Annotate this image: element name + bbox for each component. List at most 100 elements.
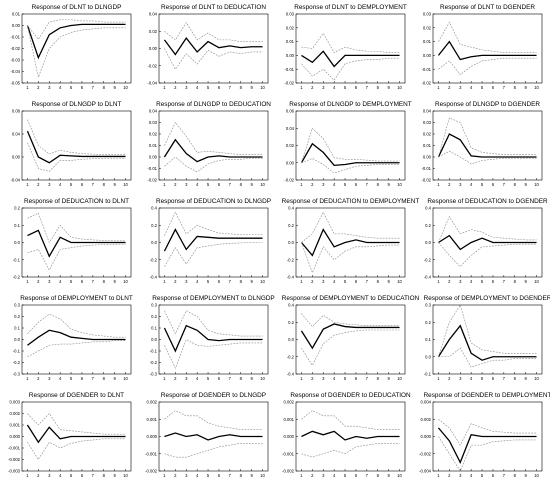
y-tick-label: -0.004	[419, 469, 432, 474]
plot-frame	[158, 207, 269, 278]
x-tick-label: 2	[448, 473, 451, 478]
y-tick-label: 0.0	[288, 240, 294, 245]
y-tick-label: 0.002	[10, 411, 21, 416]
plot-frame	[432, 13, 543, 84]
upper-band-line	[301, 410, 400, 430]
x-tick-label: 9	[113, 473, 116, 478]
x-tick-label: 1	[437, 376, 440, 381]
y-tick-label: -0.05	[10, 81, 20, 86]
y-tick-label: 0.01	[12, 12, 21, 17]
y-tick-label: -0.002	[419, 451, 432, 456]
x-tick-label: 7	[92, 85, 95, 90]
x-tick-label: 8	[103, 279, 106, 284]
x-tick-label: 5	[344, 473, 347, 478]
upper-band-line	[27, 413, 126, 435]
x-tick-label: 10	[534, 182, 539, 187]
x-tick-label: 10	[123, 473, 128, 478]
x-tick-label: 8	[103, 473, 106, 478]
x-tick-label: 3	[48, 279, 51, 284]
response-line	[437, 427, 537, 464]
y-tick-label: -0.01	[10, 35, 20, 40]
y-tick-label: 0.0	[151, 337, 157, 342]
x-tick-label: 9	[113, 376, 116, 381]
x-tick-label: 8	[240, 376, 243, 381]
y-tick-label: 0.00	[12, 155, 21, 160]
response-line	[26, 23, 126, 60]
x-tick-label: 4	[196, 182, 199, 187]
upper-band-line	[164, 310, 263, 337]
y-tick-label: -0.03	[10, 58, 20, 63]
x-tick-label: 6	[492, 376, 495, 381]
y-tick-label: -0.04	[147, 81, 157, 86]
x-tick-label: 10	[260, 279, 265, 284]
x-tick-label: 9	[387, 182, 390, 187]
y-tick-label: -0.2	[13, 275, 21, 280]
x-tick-label: 2	[37, 182, 40, 187]
x-tick-label: 3	[459, 473, 462, 478]
y-tick-label: -0.01	[421, 166, 431, 171]
upper-band-line	[438, 419, 537, 446]
y-tick-label: -0.001	[282, 451, 295, 456]
x-tick-label: 5	[70, 473, 73, 478]
y-tick-label: 0.04	[423, 109, 432, 114]
y-tick-label: -0.002	[282, 469, 295, 474]
x-tick-label: 9	[387, 473, 390, 478]
x-tick-label: 4	[196, 473, 199, 478]
y-tick-label: -0.02	[421, 81, 431, 86]
y-tick-label: -0.01	[284, 67, 294, 72]
y-tick-label: 0.02	[423, 132, 432, 137]
x-tick-label: 9	[250, 85, 253, 90]
response-line	[163, 324, 263, 353]
y-tick-label: 0.03	[423, 12, 432, 17]
x-tick-label: 8	[240, 182, 243, 187]
panel-title: Response of DLNGDP to DEMPLOYMENT	[289, 101, 412, 108]
x-tick-label: 4	[333, 182, 336, 187]
x-tick-label: 1	[163, 279, 166, 284]
upper-band-line	[301, 32, 400, 54]
upper-band-line	[164, 121, 263, 155]
x-tick-label: 10	[260, 473, 265, 478]
plot-frame	[295, 110, 406, 181]
x-tick-label: 5	[481, 376, 484, 381]
x-tick-label: 5	[70, 182, 73, 187]
y-tick-label: -0.2	[150, 360, 158, 365]
x-tick-label: 3	[48, 182, 51, 187]
x-tick-label: 6	[492, 85, 495, 90]
lower-band-line	[27, 243, 126, 271]
plot-frame	[432, 110, 543, 181]
y-tick-label: 0.08	[12, 109, 21, 114]
y-tick-label: 0.01	[149, 143, 158, 148]
x-tick-label: 6	[355, 85, 358, 90]
x-tick-label: 3	[459, 85, 462, 90]
x-tick-label: 7	[366, 473, 369, 478]
y-tick-label: 0.0	[14, 337, 20, 342]
x-tick-label: 10	[397, 85, 402, 90]
y-tick-label: -0.01	[147, 166, 157, 171]
panel-title: Response of DLNT to DLNGDP	[32, 4, 122, 11]
x-tick-label: 1	[26, 279, 29, 284]
y-tick-label: 0.3	[425, 303, 431, 308]
y-tick-label: -0.02	[10, 46, 20, 51]
x-tick-label: 9	[524, 182, 527, 187]
lower-band-line	[164, 443, 263, 458]
y-tick-label: 0.06	[286, 109, 295, 114]
x-tick-label: 7	[229, 376, 232, 381]
x-tick-label: 9	[113, 85, 116, 90]
y-tick-label: 0.0	[425, 240, 431, 245]
response-line	[437, 133, 537, 158]
x-tick-label: 4	[470, 279, 473, 284]
x-tick-label: 1	[26, 182, 29, 187]
x-tick-label: 1	[300, 279, 303, 284]
x-tick-label: 8	[514, 473, 517, 478]
x-tick-label: 5	[344, 279, 347, 284]
panel-title: Response of DEMPLOYMENT to DGENDER	[424, 295, 550, 302]
x-tick-label: 8	[514, 376, 517, 381]
panel-title: Response of DEDUCATION to DEMPLOYMENT	[282, 198, 420, 205]
x-tick-label: 9	[250, 279, 253, 284]
x-tick-label: 2	[311, 279, 314, 284]
